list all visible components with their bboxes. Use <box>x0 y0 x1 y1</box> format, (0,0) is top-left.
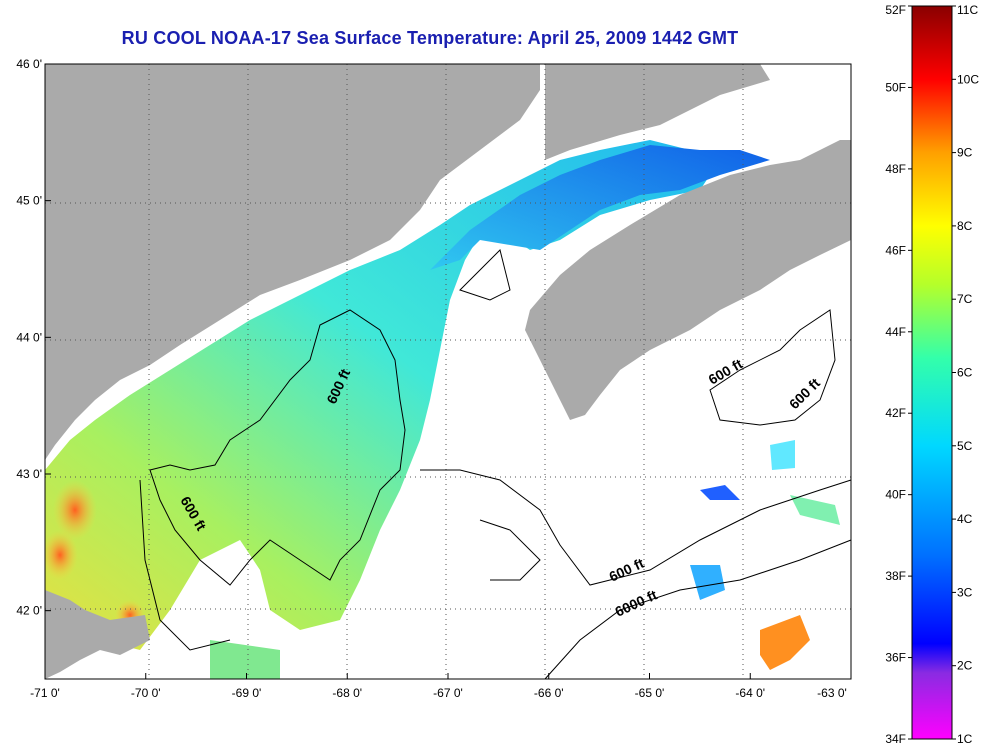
x-tick-label: -71 0' <box>30 686 60 700</box>
colorbar-c-label: 3C <box>957 585 973 599</box>
colorbar-c-label: 5C <box>957 439 973 453</box>
sst-patch <box>790 495 840 525</box>
sst-patch <box>770 440 795 470</box>
y-tick-label: 45 0' <box>16 194 42 208</box>
sst-patch <box>700 485 740 500</box>
x-tick-label: -66 0' <box>534 686 564 700</box>
colorbar-c-label: 7C <box>957 292 973 306</box>
sst-patch <box>690 565 725 600</box>
y-tick-label: 42 0' <box>16 604 42 618</box>
sst-field-gulf-of-maine <box>45 140 720 650</box>
map-plot-area <box>45 64 851 679</box>
colorbar-c-label: 6C <box>957 366 973 380</box>
colorbar-celsius-labels: 11C 10C 9C 8C 7C 6C 5C 4C 3C 2C 1C <box>952 3 979 746</box>
colorbar-f-label: 34F <box>885 732 906 746</box>
sst-patch <box>210 640 280 679</box>
colorbar-f-label: 42F <box>885 406 906 420</box>
land-cape-cod <box>45 590 150 679</box>
colorbar-f-label: 50F <box>885 80 906 94</box>
colorbar-f-label: 48F <box>885 162 906 176</box>
land-new-brunswick <box>545 64 770 160</box>
y-tick-label: 43 0' <box>16 467 42 481</box>
x-tick-label: -63 0' <box>817 686 847 700</box>
colorbar-f-label: 52F <box>885 3 906 17</box>
y-tick-label: 46 0' <box>16 57 42 71</box>
sst-patch <box>760 615 810 670</box>
colorbar-f-label: 36F <box>885 651 906 665</box>
bathymetry-contours <box>139 249 852 680</box>
y-axis: 42 0' 43 0' 44 0' 45 0' 46 0' <box>16 57 51 618</box>
colorbar-c-label: 4C <box>957 512 973 526</box>
land-nova-scotia <box>525 140 851 420</box>
land-new-england <box>45 64 540 460</box>
x-tick-label: -67 0' <box>433 686 463 700</box>
colorbar-c-label: 11C <box>957 3 978 17</box>
warm-hotspot <box>53 480 97 540</box>
x-tick-label: -65 0' <box>635 686 665 700</box>
sst-field-bay-of-fundy <box>430 145 770 270</box>
colorbar-f-label: 44F <box>885 325 906 339</box>
map-title: RU COOL NOAA-17 Sea Surface Temperature:… <box>121 28 739 48</box>
colorbar-f-label: 40F <box>885 488 906 502</box>
colorbar-c-label: 8C <box>957 219 973 233</box>
colorbar-f-label: 46F <box>885 243 906 257</box>
x-tick-label: -68 0' <box>332 686 362 700</box>
x-tick-label: -69 0' <box>232 686 262 700</box>
warm-hotspot <box>45 530 78 580</box>
colorbar-f-label: 38F <box>885 569 906 583</box>
x-tick-label: -64 0' <box>735 686 765 700</box>
x-tick-label: -70 0' <box>131 686 161 700</box>
colorbar-c-label: 1C <box>957 732 973 746</box>
colorbar-gradient <box>911 5 953 740</box>
colorbar-fahrenheit-labels: 52F 50F 48F 46F 44F 42F 40F 38F 36F 34F <box>885 3 912 746</box>
colorbar: 52F 50F 48F 46F 44F 42F 40F 38F 36F 34F 11C 10C 9C 8… <box>885 3 979 746</box>
colorbar-c-label: 2C <box>957 659 973 673</box>
colorbar-c-label: 10C <box>957 72 979 86</box>
y-tick-label: 44 0' <box>16 330 42 344</box>
colorbar-c-label: 9C <box>957 146 973 160</box>
x-axis: -71 0' -70 0' -69 0' -68 0' -67 0' -66 0' -65 … <box>30 673 852 700</box>
